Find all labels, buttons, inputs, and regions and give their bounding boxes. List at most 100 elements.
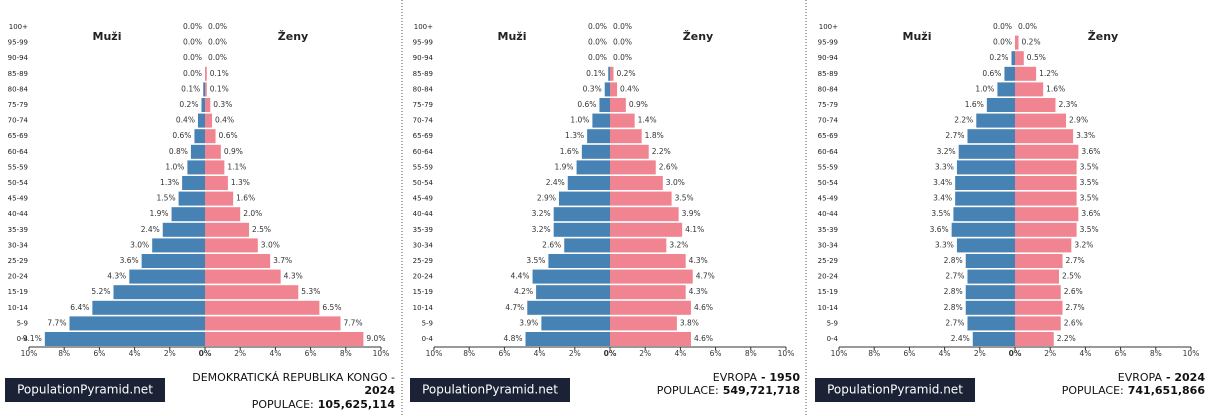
bar (205, 191, 234, 206)
value-label: 0.0% (208, 38, 227, 47)
age-label: 70-74 (818, 117, 839, 125)
bar (581, 144, 610, 159)
value-label: 0.2% (179, 100, 198, 109)
bar (194, 129, 205, 144)
value-label: 0.2% (617, 69, 636, 78)
population: POPULACE: 105,625,114 (252, 398, 396, 411)
value-label: 1.6% (965, 100, 984, 109)
value-label: 3.3% (1076, 131, 1095, 140)
value-label: 0.0% (613, 22, 632, 31)
x-tick-label: 2% (1044, 349, 1056, 358)
value-label: 0.0% (183, 53, 202, 62)
bar (1015, 176, 1077, 190)
value-label: 2.0% (243, 209, 262, 218)
bar (205, 160, 225, 175)
bar (129, 269, 205, 284)
value-label: 4.6% (694, 303, 713, 312)
value-label: 0.0% (183, 22, 202, 31)
bar (205, 207, 241, 222)
value-label: 4.3% (107, 272, 126, 281)
age-label: 75-79 (8, 101, 28, 109)
value-label: 0.0% (613, 38, 632, 47)
value-label: 2.8% (944, 256, 963, 265)
age-label: 50-54 (8, 179, 29, 187)
bar (955, 191, 1015, 206)
x-tick-label: 6% (1115, 349, 1127, 358)
value-label: 0.0% (588, 22, 607, 31)
age-label: 15-19 (8, 288, 28, 296)
value-label: 2.7% (1066, 303, 1085, 312)
value-label: 1.9% (149, 209, 168, 218)
value-label: 1.3% (160, 178, 179, 187)
title-text: DEMOKRATICKÁ REPUBLIKA KONGO - (192, 371, 395, 384)
value-label: 2.4% (546, 178, 565, 187)
value-label: 1.0% (975, 84, 994, 93)
value-label: 2.2% (652, 147, 671, 156)
value-label: 3.5% (1080, 225, 1099, 234)
value-label: 3.0% (130, 240, 149, 249)
bar (955, 176, 1015, 190)
bar (976, 113, 1015, 128)
age-label: 25-29 (818, 257, 838, 265)
bar (953, 207, 1015, 222)
bar (1015, 269, 1059, 284)
bar (610, 160, 656, 175)
bar (536, 285, 610, 300)
bar (967, 269, 1015, 284)
age-label: 25-29 (8, 257, 28, 265)
age-label: 85-89 (818, 70, 838, 78)
bar (205, 300, 320, 315)
bar (610, 316, 677, 331)
bar (203, 82, 205, 97)
age-label: 65-69 (8, 132, 28, 140)
value-label: 4.8% (503, 334, 522, 343)
value-label: 3.2% (532, 225, 551, 234)
bar (610, 332, 691, 346)
value-label: 2.5% (252, 225, 271, 234)
bar (69, 316, 205, 331)
value-label: 3.6% (1081, 147, 1100, 156)
population-value: 549,721,718 (723, 384, 800, 397)
bar (610, 98, 626, 112)
legend-label: Ženy (1088, 30, 1118, 43)
chart-year: - 1950 (761, 371, 800, 384)
value-label: 2.6% (1064, 287, 1083, 296)
age-label: 10-14 (818, 304, 839, 312)
x-tick-label: 4% (269, 349, 281, 358)
age-label: 15-19 (413, 288, 433, 296)
value-label: 3.2% (1074, 240, 1093, 249)
bar (113, 285, 205, 300)
value-label: 0.0% (588, 38, 607, 47)
value-label: 2.7% (945, 318, 964, 327)
value-label: 3.5% (1080, 178, 1099, 187)
value-label: 0.5% (1027, 53, 1046, 62)
bar (201, 98, 205, 112)
value-label: 2.7% (945, 272, 964, 281)
bar (525, 332, 610, 346)
bar (205, 66, 207, 81)
bar (1015, 113, 1067, 128)
value-label: 3.8% (680, 318, 699, 327)
title-text: EVROPA (1118, 371, 1163, 384)
x-tick-label: 10% (426, 349, 443, 358)
value-label: 1.1% (227, 162, 246, 171)
bar (967, 129, 1015, 144)
age-label: 30-34 (8, 241, 29, 249)
value-label: 6.5% (322, 303, 341, 312)
bar (548, 254, 610, 268)
population-value: 741,651,866 (1128, 384, 1206, 397)
x-tick-label: 6% (305, 349, 317, 358)
value-label: 3.5% (526, 256, 545, 265)
bar (152, 238, 205, 253)
bar (956, 238, 1015, 253)
bar (553, 222, 610, 237)
value-label: 1.6% (560, 147, 579, 156)
value-label: 2.6% (542, 240, 561, 249)
age-label: 5-9 (17, 319, 28, 327)
value-label: 2.4% (951, 334, 970, 343)
value-label: 2.2% (1057, 334, 1076, 343)
value-label: 0.4% (176, 116, 195, 125)
age-label: 55-59 (818, 163, 838, 171)
value-label: 1.3% (565, 131, 584, 140)
